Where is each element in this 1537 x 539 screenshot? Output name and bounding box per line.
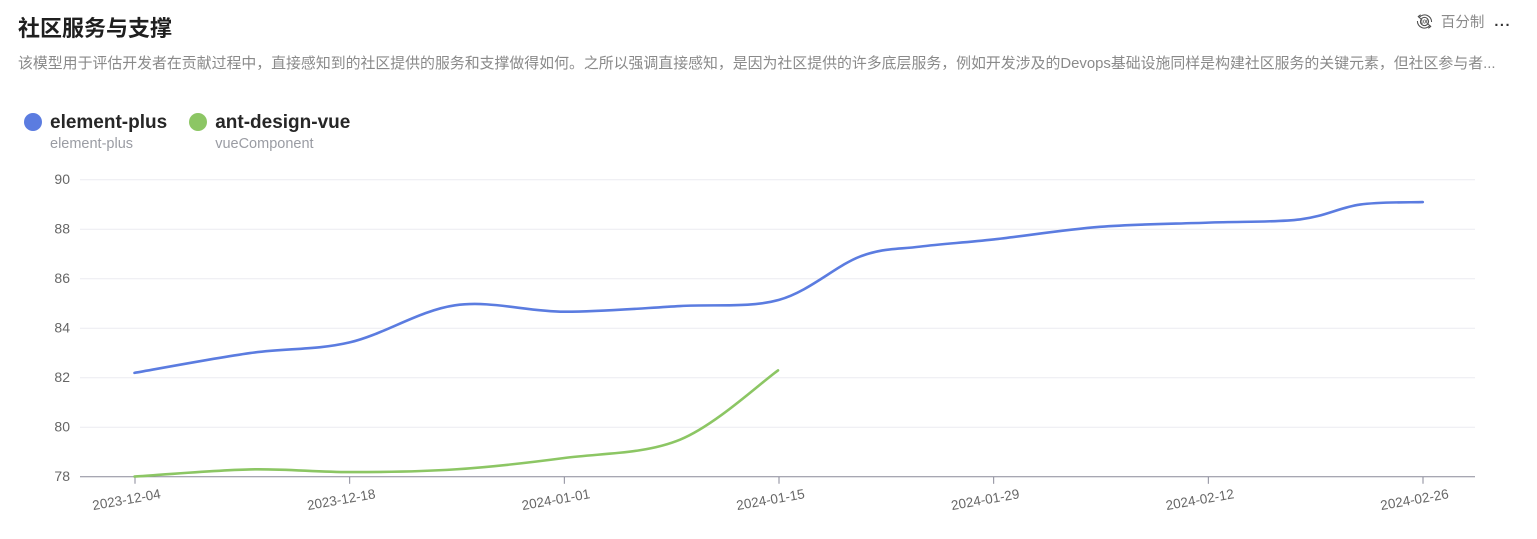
svg-text:88: 88 — [54, 221, 70, 237]
svg-text:100: 100 — [1420, 20, 1429, 26]
svg-text:86: 86 — [54, 270, 70, 286]
svg-text:78: 78 — [54, 468, 70, 484]
svg-text:2024-01-15: 2024-01-15 — [735, 486, 806, 513]
svg-text:2023-12-18: 2023-12-18 — [306, 486, 377, 513]
svg-text:2024-02-12: 2024-02-12 — [1165, 486, 1236, 513]
svg-text:82: 82 — [54, 369, 70, 385]
svg-text:2024-01-29: 2024-01-29 — [950, 486, 1021, 513]
svg-text:2024-02-26: 2024-02-26 — [1379, 486, 1450, 513]
svg-text:2023-12-04: 2023-12-04 — [91, 486, 162, 513]
svg-text:84: 84 — [54, 320, 70, 336]
svg-text:2024-01-01: 2024-01-01 — [521, 486, 592, 513]
svg-text:90: 90 — [54, 171, 70, 187]
svg-text:80: 80 — [54, 419, 70, 435]
